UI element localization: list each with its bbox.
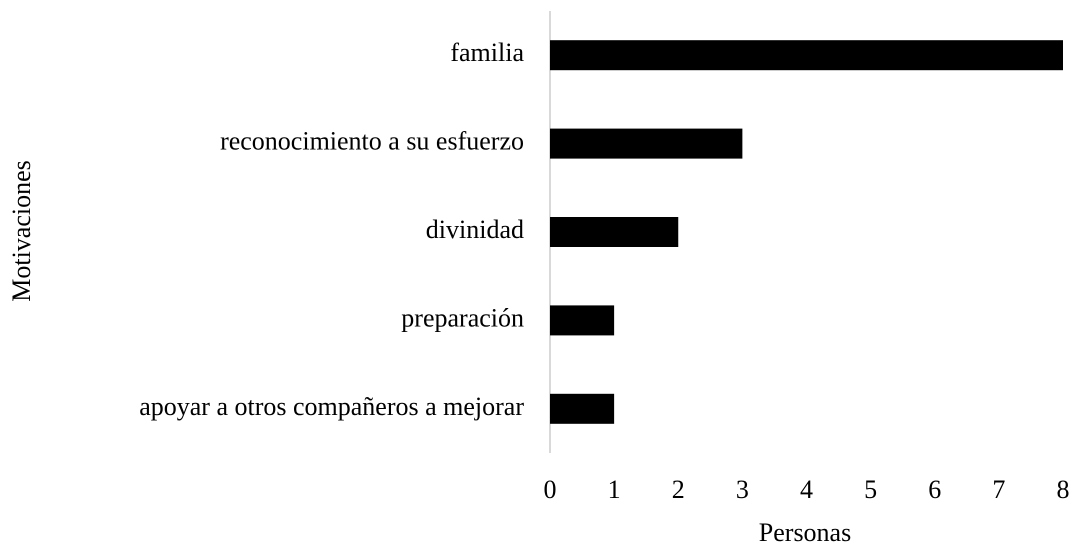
bar (550, 128, 743, 159)
x-tick-label: 6 (928, 475, 941, 504)
y-tick-label: preparación (401, 303, 524, 332)
x-axis-label: Personas (759, 518, 851, 547)
x-tick-label: 0 (544, 475, 557, 504)
y-axis-label: Motivaciones (7, 160, 36, 302)
y-tick-label: reconocimiento a su esfuerzo (220, 127, 524, 156)
y-tick-label: familia (450, 38, 524, 67)
y-tick-label: apoyar a otros compañeros a mejorar (139, 392, 524, 421)
y-tick-label: divinidad (426, 215, 524, 244)
x-tick-label: 5 (864, 475, 877, 504)
x-tick-label: 1 (608, 475, 621, 504)
bar (550, 305, 615, 336)
x-tick-label: 4 (800, 475, 813, 504)
bar (550, 217, 679, 247)
x-tick-label: 8 (1057, 475, 1070, 504)
bar (550, 40, 1063, 71)
x-tick-label: 2 (672, 475, 685, 504)
x-tick-label: 7 (992, 475, 1005, 504)
x-tick-label: 3 (736, 475, 749, 504)
bar (550, 393, 615, 424)
